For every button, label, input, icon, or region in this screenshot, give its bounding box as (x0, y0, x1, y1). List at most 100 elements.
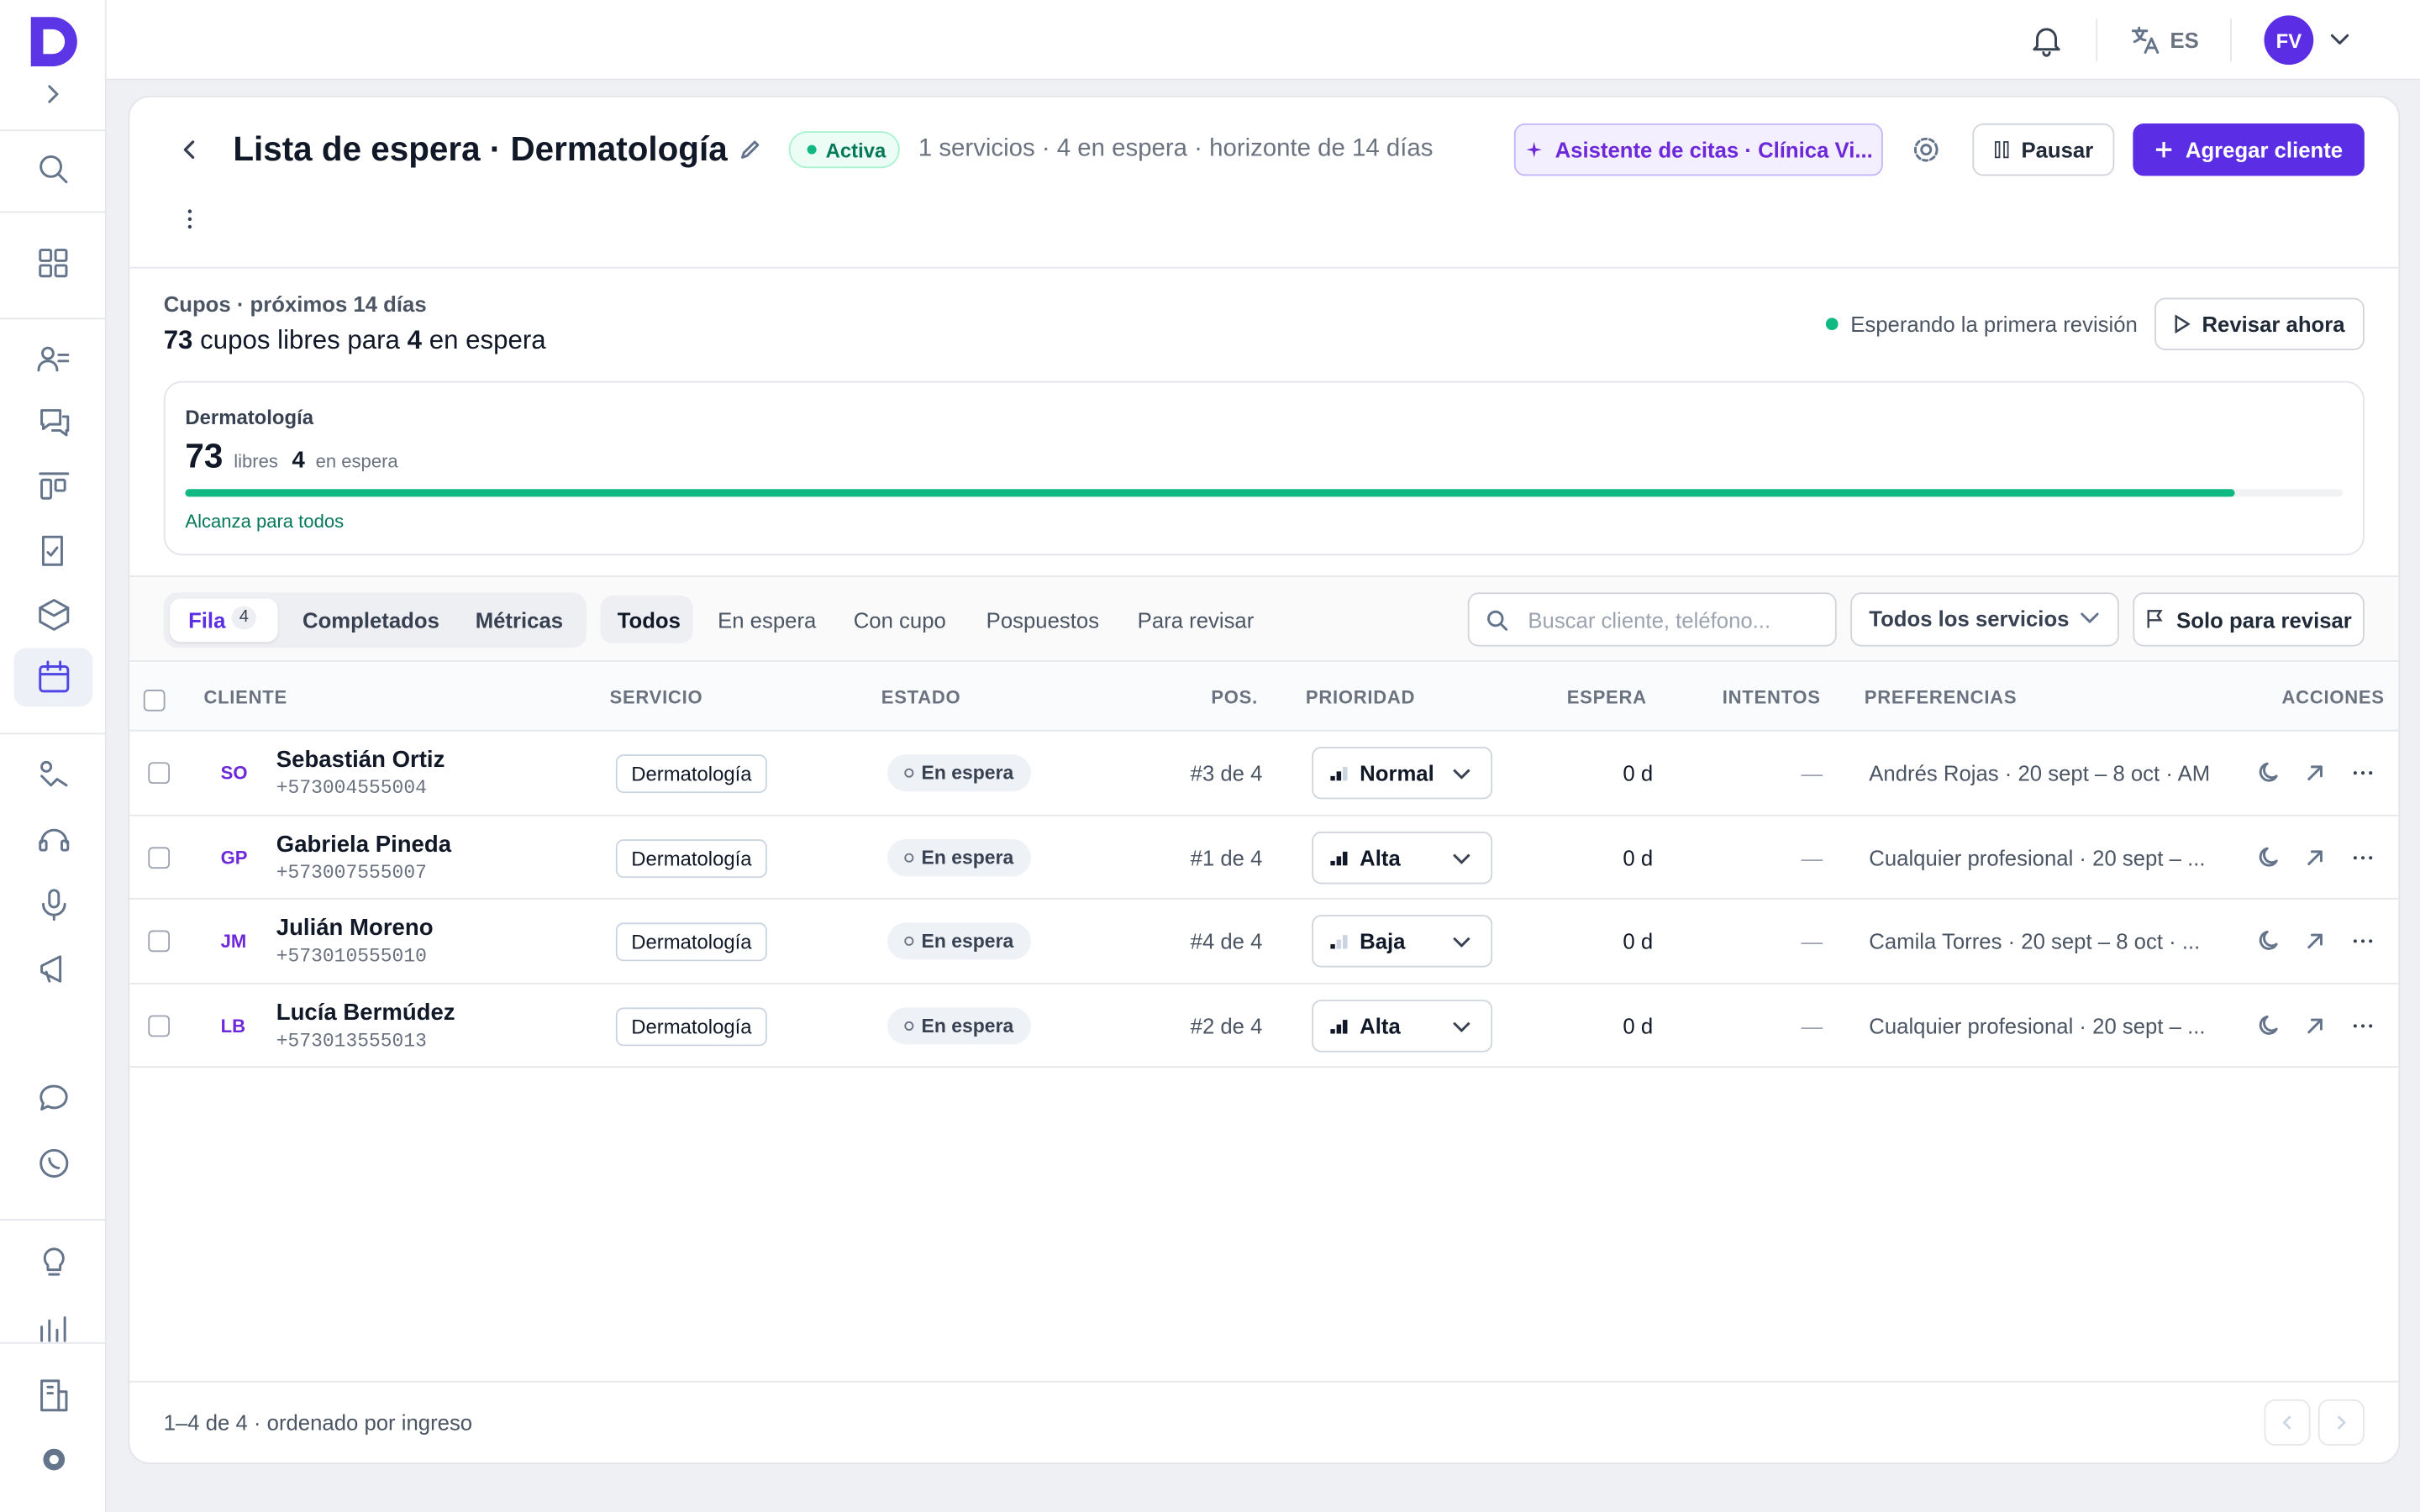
plus-icon (2155, 141, 2172, 158)
preferences: Andrés Rojas · 20 sept – 8 oct · AM (1869, 760, 2211, 785)
analytics-icon[interactable] (37, 1309, 71, 1342)
more-action[interactable] (2350, 1013, 2375, 1037)
messages-icon[interactable] (37, 1082, 71, 1116)
summary: 1 servicios · 4 en espera · horizonte de… (918, 135, 1434, 162)
notifications-icon[interactable] (2029, 24, 2063, 57)
service-tag: Dermatología (615, 922, 767, 962)
company-icon[interactable] (37, 1378, 71, 1412)
mic-icon[interactable] (37, 887, 71, 921)
select-chevron (2081, 612, 2099, 623)
review-only-button[interactable]: Solo para revisar (2133, 592, 2365, 647)
user-menu-icon[interactable] (2329, 31, 2351, 50)
priority-bars (1330, 766, 1348, 781)
select-all-checkbox[interactable] (143, 690, 166, 711)
table-row[interactable] (129, 816, 2399, 900)
more-action[interactable] (2350, 929, 2375, 953)
priority-select[interactable]: Alta (1312, 999, 1493, 1052)
calendar-icon[interactable] (37, 660, 71, 694)
expand-icon[interactable] (43, 83, 61, 105)
campaign-icon[interactable] (37, 952, 71, 985)
open-action[interactable] (2302, 761, 2327, 785)
next-page[interactable] (2317, 1399, 2365, 1446)
search-input-icon (1487, 610, 1508, 631)
filter[interactable]: En espera (718, 607, 817, 633)
capacity-bar (185, 489, 2235, 497)
filter[interactable]: Para revisar (1137, 607, 1255, 633)
chat-icon[interactable] (37, 406, 71, 439)
status-dot (904, 852, 914, 862)
postpone-action[interactable] (2258, 1013, 2282, 1037)
more-menu[interactable] (181, 207, 199, 231)
row-checkbox[interactable] (148, 1014, 171, 1037)
column-header: INTENTOS (1722, 686, 1821, 709)
postpone-action[interactable] (2258, 845, 2282, 869)
back-button[interactable] (179, 137, 201, 161)
filter[interactable]: Todos (617, 607, 681, 633)
tab[interactable]: Completados (302, 607, 439, 633)
status-dot (807, 144, 817, 155)
whatsapp-icon[interactable] (37, 1147, 71, 1180)
open-action[interactable] (2302, 1013, 2327, 1037)
handshake-icon[interactable] (37, 758, 71, 791)
pause-button[interactable]: Pausar (1972, 123, 2115, 176)
assistant-button[interactable]: Asistente de citas · Clínica Vi... (1513, 123, 1883, 176)
postpone-action[interactable] (2258, 761, 2282, 785)
review-button[interactable]: Revisar ahora (2154, 297, 2365, 350)
add-client-button[interactable]: Agregar cliente (2133, 123, 2365, 176)
open-action[interactable] (2302, 845, 2327, 869)
more-action[interactable] (2350, 761, 2375, 785)
tasks-icon[interactable] (37, 534, 71, 568)
add-client-label: Agregar cliente (2185, 137, 2344, 162)
priority-bars (1330, 1019, 1348, 1033)
row-checkbox[interactable] (148, 846, 171, 869)
next-icon (2337, 1415, 2346, 1430)
prev-page[interactable] (2264, 1399, 2311, 1446)
inventory-icon[interactable] (37, 597, 71, 631)
filter[interactable]: Con cupo (853, 607, 946, 633)
client-name[interactable]: Gabriela Pineda (276, 831, 452, 858)
contacts-icon[interactable] (37, 343, 71, 376)
priority-select[interactable]: Alta (1312, 831, 1493, 884)
client-name[interactable]: Julián Moreno (276, 915, 434, 942)
search-input[interactable] (1467, 592, 1837, 647)
priority-select[interactable]: Baja (1312, 915, 1493, 968)
priority-chevron (1453, 769, 1470, 780)
client-name[interactable]: Lucía Bermúdez (276, 999, 455, 1026)
table-row[interactable] (129, 732, 2399, 816)
language[interactable]: ES (2170, 28, 2199, 53)
board-icon[interactable] (37, 469, 71, 502)
table-row[interactable] (129, 900, 2399, 984)
ideas-icon[interactable] (37, 1243, 71, 1277)
status-badge: En espera (887, 838, 1031, 876)
client-name[interactable]: Sebastián Ortiz (276, 746, 445, 774)
edit-icon[interactable] (739, 139, 761, 160)
language-icon[interactable] (2130, 24, 2161, 55)
page-title: Lista de espera · Dermatología (233, 129, 728, 169)
row-checkbox[interactable] (148, 762, 171, 785)
postpone-action[interactable] (2258, 929, 2282, 953)
sidebar (0, 0, 107, 1512)
status-badge: En espera (887, 754, 1031, 792)
row-checkbox[interactable] (148, 930, 171, 953)
tab[interactable]: Métricas (475, 607, 564, 633)
avatar[interactable]: FV (2264, 15, 2314, 66)
divider (2230, 18, 2232, 62)
settings-icon[interactable] (37, 1442, 71, 1476)
service-select[interactable] (1850, 592, 2119, 647)
support-icon[interactable] (37, 822, 71, 856)
more-action[interactable] (2350, 845, 2375, 869)
open-action[interactable] (2302, 929, 2327, 953)
tab[interactable]: Fila (188, 607, 226, 633)
free-text: cupos libres para (200, 325, 400, 355)
priority-select[interactable]: Normal (1312, 746, 1493, 800)
status-badge: En espera (887, 922, 1031, 960)
column-header: PREFERENCIAS (1864, 686, 2018, 709)
search-icon[interactable] (37, 153, 71, 186)
settings-button[interactable] (1911, 134, 1942, 165)
table-row[interactable] (129, 984, 2399, 1068)
priority-chevron (1453, 937, 1470, 948)
filter[interactable]: Pospuestos (986, 607, 1100, 633)
divider (0, 1341, 107, 1344)
position: #4 de 4 (1190, 928, 1263, 954)
dashboard-icon[interactable] (37, 247, 71, 281)
